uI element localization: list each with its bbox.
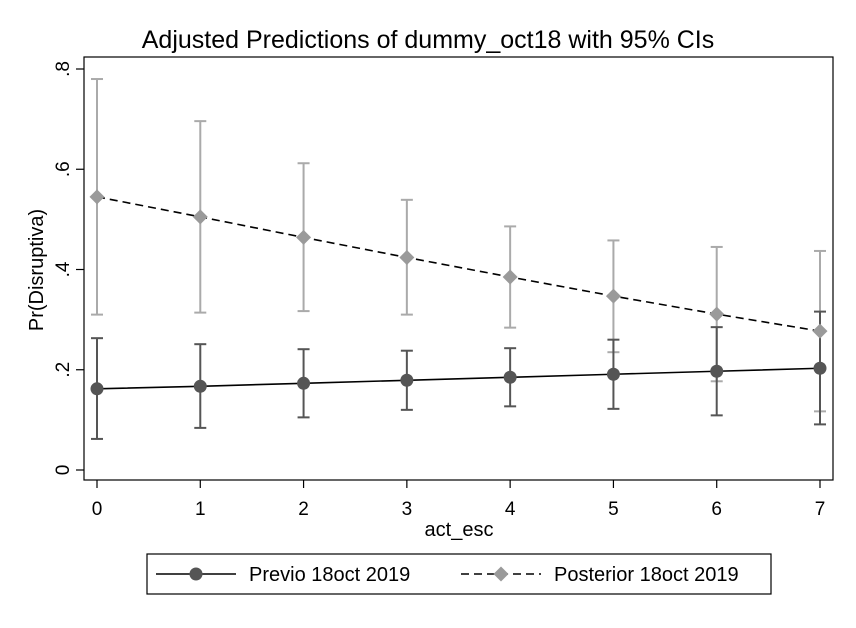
series-markers [89, 189, 828, 396]
legend-label: Previo 18oct 2019 [249, 564, 410, 586]
data-point-diamond [812, 323, 828, 339]
legend-item: Previo 18oct 2019 [156, 564, 410, 586]
y-axis: 0 .2 .4 .6 .8 [53, 61, 84, 475]
x-tick-label: 7 [815, 499, 826, 520]
data-point-diamond [709, 306, 725, 322]
data-point-circle [710, 364, 724, 378]
legend-item: Posterior 18oct 2019 [461, 564, 739, 586]
data-point-diamond [399, 249, 415, 265]
data-point-diamond [605, 288, 621, 304]
series-line [96, 367, 821, 390]
legend-box [146, 553, 772, 595]
x-axis-label: act_esc [425, 519, 494, 541]
x-tick-label: 1 [195, 499, 206, 520]
x-axis: 0 1 2 3 4 5 6 7 [92, 480, 826, 520]
data-point-circle [400, 373, 414, 387]
y-tick-label: .8 [53, 61, 74, 77]
data-point-circle [90, 382, 104, 396]
data-point-diamond [296, 229, 312, 245]
data-point-circle [503, 370, 517, 384]
legend-label: Posterior 18oct 2019 [554, 564, 739, 586]
legend-marker-diamond [493, 566, 509, 582]
series-lines [96, 196, 821, 390]
data-point-circle [193, 379, 207, 393]
x-tick-label: 5 [608, 499, 619, 520]
data-point-diamond [502, 269, 518, 285]
y-tick-label: .6 [53, 161, 74, 177]
x-tick-label: 3 [402, 499, 413, 520]
data-point-circle [606, 367, 620, 381]
y-tick-label: 0 [53, 465, 74, 476]
legend-items: Previo 18oct 2019 Posterior 18oct 2019 [156, 564, 739, 586]
x-tick-label: 6 [711, 499, 722, 520]
data-point-circle [813, 361, 827, 375]
plot-frame [83, 56, 834, 481]
chart-title: Adjusted Predictions of dummy_oct18 with… [142, 26, 715, 54]
legend: Previo 18oct 2019 Posterior 18oct 2019 [146, 553, 772, 595]
y-axis-label: Pr(Disruptiva) [26, 209, 48, 331]
legend-marker-circle [189, 567, 203, 581]
x-tick-label: 2 [298, 499, 309, 520]
data-point-diamond [192, 209, 208, 225]
series-line [96, 196, 821, 332]
x-tick-label: 0 [92, 499, 103, 520]
y-tick-label: .4 [53, 261, 74, 277]
data-point-diamond [89, 189, 105, 205]
data-point-circle [297, 376, 311, 390]
y-tick-label: .2 [53, 362, 74, 378]
x-tick-label: 4 [505, 499, 516, 520]
